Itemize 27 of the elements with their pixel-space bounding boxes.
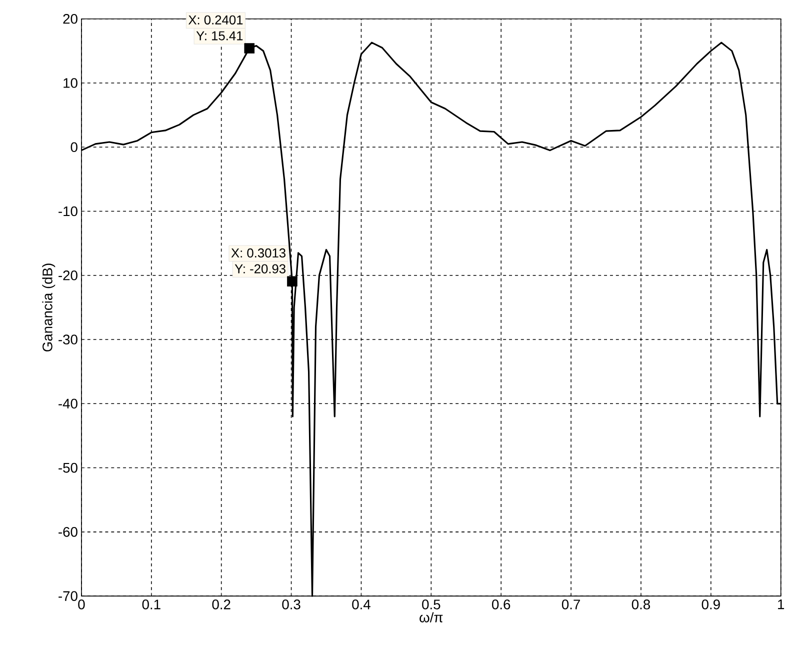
y-tick-label: 20 — [63, 14, 78, 24]
annotation: Y: 15.41 — [196, 32, 243, 40]
annotation: Y: -20.93 — [234, 264, 286, 274]
annotation: X: 0.2401 — [188, 16, 243, 25]
y-tick-label: 0 — [70, 142, 78, 152]
y-tick-label: -30 — [58, 334, 78, 345]
x-tick-label: 0.2 — [212, 600, 230, 610]
x-axis-title: ω/π — [420, 612, 443, 623]
annotation: X: 0.3013 — [231, 248, 286, 258]
x-tick-label: 0 — [78, 600, 85, 610]
x-tick-label: 0.6 — [492, 600, 510, 610]
y-tick-label: -40 — [58, 398, 78, 409]
x-tick-label: 0.9 — [702, 600, 720, 610]
y-tick-label: -10 — [58, 206, 78, 216]
y-tick-label: -70 — [58, 591, 78, 602]
y-tick-label: -20 — [58, 270, 78, 280]
x-tick-label: 0.1 — [142, 600, 160, 610]
x-tick-label: 0.4 — [352, 600, 370, 610]
y-tick-label: -50 — [58, 463, 78, 473]
y-tick-label: -60 — [58, 527, 78, 537]
y-axis-title: Ganancia (dB) — [42, 264, 56, 352]
x-tick-label: 0.7 — [562, 600, 580, 610]
y-tick-label: 10 — [64, 78, 78, 88]
x-tick-label: 0.8 — [632, 600, 650, 610]
x-tick-label: 1 — [778, 600, 784, 610]
x-tick-label: 0.5 — [422, 600, 440, 610]
x-tick-label: 0.3 — [282, 600, 300, 610]
